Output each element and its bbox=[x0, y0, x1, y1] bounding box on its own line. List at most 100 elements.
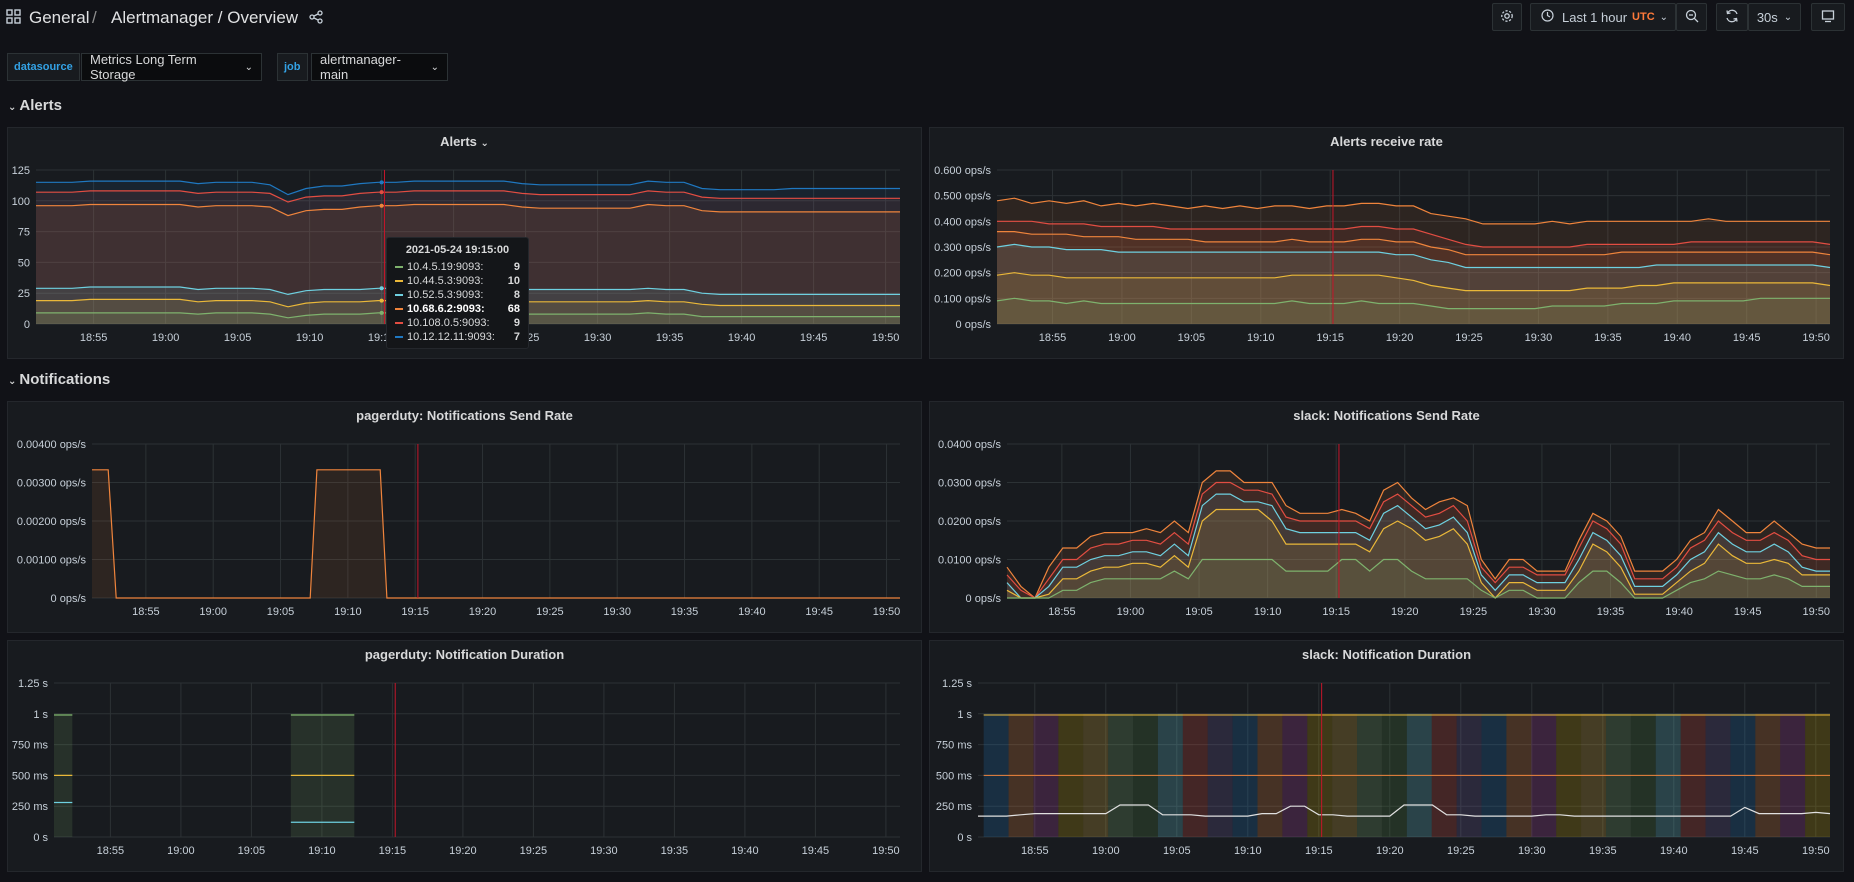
y-tick-label: 750 ms bbox=[12, 740, 49, 752]
hover-point bbox=[379, 298, 384, 303]
datasource-value: Metrics Long Term Storage bbox=[90, 52, 197, 82]
time-range-picker[interactable]: Last 1 hour UTC ⌄ bbox=[1530, 3, 1676, 31]
x-tick-label: 19:15 bbox=[1305, 845, 1333, 857]
panel-pagerduty-duration[interactable]: pagerduty: Notification Duration 1.25 s 1… bbox=[7, 640, 922, 872]
x-tick-label: 19:10 bbox=[296, 332, 324, 344]
slack-send-rate-chart[interactable]: 0.0400 ops/s 0.0300 ops/s 0.0200 ops/s 0.01… bbox=[930, 402, 1844, 633]
alerts-receive-rate-chart[interactable]: 0.600 ops/s 0.500 ops/s 0.400 ops/s 0.300 o… bbox=[930, 128, 1844, 359]
series-color-swatch bbox=[395, 294, 403, 296]
series-line bbox=[36, 203, 900, 217]
panel-slack-duration[interactable]: slack: Notification Duration 1.25 s 1 s 75… bbox=[929, 640, 1844, 872]
dashboard-title[interactable]: Alertmanager / Overview bbox=[111, 8, 299, 27]
tooltip-series-row: 10.52.5.3:9093: 8 bbox=[395, 288, 520, 302]
panel-title[interactable]: pagerduty: Notifications Send Rate bbox=[356, 408, 573, 423]
series-line bbox=[1006, 508, 1830, 599]
row-alerts-title: Alerts bbox=[19, 97, 62, 114]
y-tick-label: 100 bbox=[12, 196, 30, 208]
tooltip-series-row: 10.68.6.2:9093: 68 bbox=[395, 302, 520, 316]
series-line bbox=[36, 180, 900, 196]
x-tick-label: 19:10 bbox=[1247, 332, 1275, 344]
pagerduty-send-rate-chart[interactable]: 0.00400 ops/s 0.00300 ops/s 0.00200 ops/s 0… bbox=[8, 402, 922, 633]
y-tick-label: 0.100 ops/s bbox=[934, 293, 991, 305]
y-tick-label: 1 s bbox=[33, 709, 48, 721]
x-tick-label: 19:20 bbox=[1391, 606, 1419, 618]
tooltip-series-row: 10.4.5.19:9093: 9 bbox=[395, 260, 520, 274]
x-tick-label: 19:30 bbox=[1528, 606, 1556, 618]
y-tick-label: 0.0200 ops/s bbox=[938, 516, 1001, 528]
graph-tooltip: 2021-05-24 19:15:00 10.4.5.19:9093: 9 10.4… bbox=[386, 237, 529, 349]
slack-duration-chart[interactable]: 1.25 s 1 s 750 ms 500 ms 250 ms 0 s 18:55 19:00… bbox=[930, 641, 1844, 872]
panel-title[interactable]: Alerts receive rate bbox=[1330, 134, 1443, 149]
row-alerts[interactable]: ⌄ Alerts bbox=[8, 97, 62, 114]
y-tick-label: 0.400 ops/s bbox=[934, 216, 991, 228]
monitor-icon bbox=[1821, 9, 1835, 26]
chevron-down-icon: ⌄ bbox=[1659, 11, 1669, 23]
breadcrumb-folder[interactable]: General bbox=[29, 8, 90, 27]
panel-title[interactable]: slack: Notifications Send Rate bbox=[1293, 408, 1480, 423]
y-tick-label: 1 s bbox=[957, 709, 972, 721]
x-tick-label: 19:20 bbox=[469, 606, 497, 618]
dashboard-settings-button[interactable] bbox=[1492, 3, 1522, 31]
tv-mode-button[interactable] bbox=[1811, 3, 1845, 31]
panel-pagerduty-send-rate[interactable]: pagerduty: Notifications Send Rate 0.004… bbox=[7, 401, 922, 633]
top-navbar: General / Alertmanager / Overview Last 1… bbox=[0, 0, 1854, 36]
panel-title[interactable]: Alerts ⌄ bbox=[8, 134, 921, 149]
x-tick-label: 19:40 bbox=[1665, 606, 1693, 618]
series-line bbox=[978, 804, 1831, 817]
y-tick-label: 0.300 ops/s bbox=[934, 242, 991, 254]
refresh-interval-label: 30s bbox=[1756, 9, 1778, 25]
series-color-swatch bbox=[395, 308, 403, 310]
y-tick-label: 250 ms bbox=[12, 801, 49, 813]
x-tick-label: 19:10 bbox=[308, 845, 336, 857]
y-tick-label: 75 bbox=[18, 227, 30, 239]
pagerduty-duration-chart[interactable]: 1.25 s 1 s 750 ms 500 ms 250 ms 0 s 18:55 19:00… bbox=[8, 641, 922, 872]
tooltip-series-value: 9 bbox=[513, 317, 520, 329]
tooltip-series-label: 10.4.5.19:9093: bbox=[407, 261, 484, 273]
panel-slack-send-rate[interactable]: slack: Notifications Send Rate 0.0400 op… bbox=[929, 401, 1844, 633]
panel-alerts-receive-rate[interactable]: Alerts receive rate 0.600 ops/s 0.500 ops… bbox=[929, 127, 1844, 359]
x-tick-label: 19:25 bbox=[536, 606, 564, 618]
x-tick-label: 19:20 bbox=[1376, 845, 1404, 857]
x-tick-label: 19:00 bbox=[1117, 606, 1145, 618]
share-icon[interactable] bbox=[309, 10, 323, 27]
series-line bbox=[1007, 558, 1830, 599]
tooltip-series-label: 10.108.0.5:9093: bbox=[407, 317, 490, 329]
x-tick-label: 19:50 bbox=[873, 606, 901, 618]
series-line bbox=[92, 469, 900, 599]
datasource-variable-select[interactable]: alertmanager-main Metrics Long Term Stor… bbox=[81, 52, 262, 82]
x-tick-label: 19:00 bbox=[152, 332, 180, 344]
x-tick-label: 19:05 bbox=[238, 845, 266, 857]
chevron-down-icon: ⌄ bbox=[430, 61, 439, 73]
x-tick-label: 19:30 bbox=[1525, 332, 1553, 344]
panel-title[interactable]: slack: Notification Duration bbox=[1301, 647, 1472, 662]
x-tick-label: 19:00 bbox=[199, 606, 227, 618]
dashboards-grid-icon[interactable] bbox=[6, 9, 21, 27]
x-tick-label: 19:00 bbox=[1108, 332, 1136, 344]
refresh-button[interactable] bbox=[1716, 3, 1748, 31]
x-tick-label: 19:40 bbox=[728, 332, 756, 344]
x-tick-label: 19:25 bbox=[1460, 606, 1488, 618]
zoom-out-icon bbox=[1685, 9, 1699, 26]
row-notifications[interactable]: ⌄ Notifications bbox=[8, 371, 110, 388]
series-color-swatch bbox=[395, 266, 403, 268]
breadcrumb-separator: / bbox=[92, 8, 97, 27]
job-variable-select[interactable]: alertmanager-main ⌄ bbox=[311, 52, 448, 82]
x-tick-label: 19:05 bbox=[1178, 332, 1206, 344]
series-area bbox=[997, 272, 1830, 324]
tooltip-series-label: 10.52.5.3:9093: bbox=[407, 289, 484, 301]
x-tick-label: 19:05 bbox=[267, 606, 295, 618]
tooltip-time: 2021-05-24 19:15:00 bbox=[405, 244, 510, 256]
tooltip-series-value: 8 bbox=[513, 289, 520, 301]
hover-point bbox=[379, 286, 384, 291]
x-tick-label: 19:10 bbox=[1254, 606, 1282, 618]
x-tick-label: 19:20 bbox=[1386, 332, 1414, 344]
y-tick-label: 0.200 ops/s bbox=[934, 268, 991, 280]
series-line bbox=[996, 197, 1830, 225]
series-area bbox=[1007, 482, 1830, 598]
x-tick-label: 18:55 bbox=[97, 845, 125, 857]
panel-title[interactable]: pagerduty: Notification Duration bbox=[364, 647, 565, 662]
series-area bbox=[1007, 559, 1830, 598]
zoom-out-button[interactable] bbox=[1676, 3, 1707, 31]
y-tick-label: 1.25 s bbox=[18, 678, 48, 690]
refresh-interval-picker[interactable]: 30s ⌄ bbox=[1748, 3, 1801, 31]
